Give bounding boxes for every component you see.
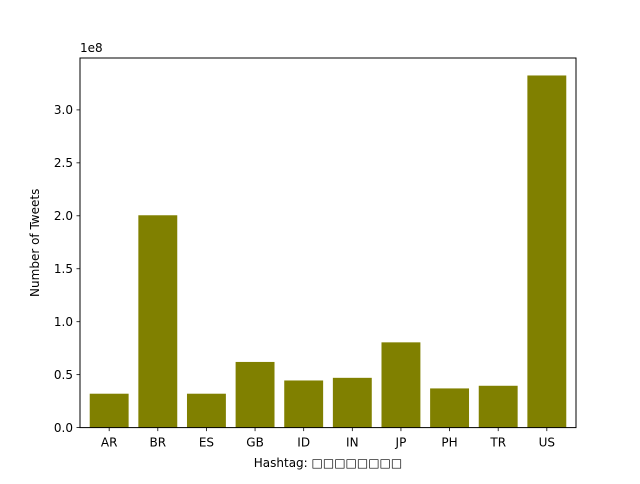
x-tick-label: PH: [441, 436, 457, 450]
x-tick-label: AR: [101, 436, 118, 450]
y-axis-label: Number of Tweets: [28, 189, 42, 297]
bar-es: [186, 393, 226, 428]
x-tick-label: BR: [150, 436, 167, 450]
x-tick-label: IN: [346, 436, 359, 450]
y-tick-label: 0.5: [54, 368, 73, 382]
x-tick-label: TR: [489, 436, 506, 450]
x-tick-label: ES: [199, 436, 214, 450]
bar-br: [138, 215, 178, 428]
plot-frame: [79, 57, 577, 429]
bar-in: [332, 377, 372, 428]
bar-id: [284, 380, 324, 428]
bar-ar: [89, 393, 129, 428]
y-tick-label: 1.5: [54, 262, 73, 276]
bar-jp: [381, 342, 421, 428]
y-tick-label: 0.0: [54, 421, 73, 435]
y-axis-offset-label: 1e8: [80, 41, 103, 55]
y-tick-label: 2.0: [54, 209, 73, 223]
y-tick-label: 3.0: [54, 103, 73, 117]
x-tick-label: JP: [395, 436, 407, 450]
bar-gb: [235, 361, 275, 428]
x-axis-label: Hashtag: □□□□□□□□: [254, 456, 402, 470]
y-axis-ticks: 0.0 0.5 1.0 1.5 2.0 2.5 3.0: [54, 103, 80, 435]
x-tick-label: ID: [297, 436, 310, 450]
y-tick-label: 1.0: [54, 315, 73, 329]
x-tick-label: US: [539, 436, 555, 450]
bar-tr: [478, 385, 518, 428]
bar-us: [527, 75, 567, 428]
x-tick-label: GB: [246, 436, 264, 450]
y-tick-label: 2.5: [54, 156, 73, 170]
bar-ph: [430, 388, 470, 428]
x-axis-ticks: AR BR ES GB ID IN JP PH TR US: [101, 427, 555, 450]
bars-layer: [89, 75, 567, 428]
